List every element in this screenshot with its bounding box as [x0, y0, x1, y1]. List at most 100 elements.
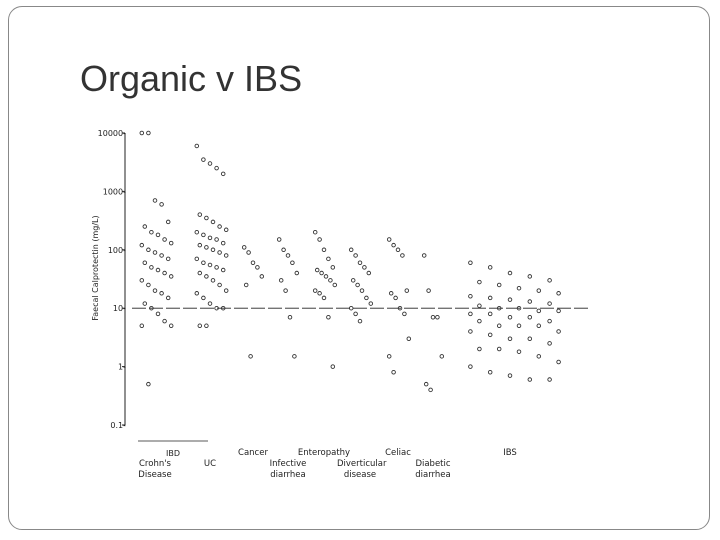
data-point — [204, 274, 209, 279]
data-point — [477, 346, 482, 352]
data-point — [220, 305, 226, 311]
data-point — [468, 260, 473, 266]
data-point — [162, 237, 167, 242]
data-point — [312, 288, 318, 293]
data-point — [430, 314, 436, 320]
data-point — [159, 202, 164, 207]
data-point — [276, 237, 282, 242]
data-point — [328, 278, 333, 283]
data-point — [496, 323, 502, 329]
data-point — [314, 267, 320, 273]
data-point — [194, 229, 200, 235]
data-point — [321, 247, 327, 253]
data-point — [547, 278, 552, 283]
data-point — [368, 301, 374, 306]
data-point — [168, 323, 174, 329]
data-point — [210, 278, 216, 283]
data-point — [357, 318, 363, 324]
data-point — [406, 336, 412, 341]
data-point — [477, 303, 482, 309]
y-tick-label: 1000- — [103, 187, 126, 196]
data-point — [146, 381, 151, 387]
slide-frame — [8, 6, 710, 530]
data-point — [207, 235, 213, 241]
data-point — [204, 215, 209, 221]
data-point — [165, 219, 171, 225]
data-point — [317, 237, 322, 242]
category-label: Enteropathy — [297, 448, 351, 458]
data-point — [287, 314, 293, 320]
data-point — [355, 282, 360, 288]
data-point — [214, 305, 219, 311]
data-point — [139, 242, 145, 248]
data-point — [496, 305, 502, 311]
data-point — [259, 274, 265, 279]
data-point — [294, 270, 300, 276]
data-point — [210, 219, 216, 225]
data-point — [139, 278, 145, 283]
data-point — [197, 270, 203, 276]
data-point — [496, 282, 502, 288]
data-point — [507, 336, 513, 341]
data-point — [348, 305, 354, 311]
data-point — [507, 373, 513, 378]
data-point — [317, 291, 322, 296]
data-point — [312, 229, 318, 235]
data-point — [155, 267, 161, 273]
data-point — [321, 295, 327, 301]
data-point — [439, 354, 445, 359]
data-point — [168, 274, 174, 279]
data-point — [139, 323, 145, 329]
data-point — [496, 346, 502, 352]
data-point — [487, 311, 493, 317]
data-point — [204, 245, 209, 250]
data-point — [507, 297, 513, 302]
data-point — [152, 250, 158, 255]
data-point — [388, 291, 394, 296]
data-point — [241, 245, 247, 250]
data-point — [159, 291, 164, 296]
data-point — [165, 295, 171, 301]
y-axis-label: Faecal Calprotectin (mg/L) — [91, 215, 100, 320]
data-point — [223, 288, 229, 293]
data-point — [402, 311, 407, 317]
category-label: Diverticular disease — [337, 459, 387, 480]
data-point — [516, 305, 522, 311]
data-point — [536, 323, 542, 329]
data-point — [146, 247, 151, 253]
data-point — [332, 282, 338, 288]
data-point — [220, 171, 226, 177]
data-point — [477, 279, 482, 285]
data-point — [556, 329, 561, 334]
data-point — [359, 288, 365, 293]
data-point — [223, 253, 229, 258]
data-point — [223, 227, 229, 233]
data-point — [217, 282, 222, 288]
data-point — [556, 359, 561, 365]
data-point — [139, 130, 145, 136]
data-point — [391, 242, 396, 248]
data-point — [468, 329, 473, 334]
data-point — [364, 295, 369, 301]
data-point — [516, 285, 522, 291]
data-point — [146, 130, 151, 136]
data-point — [207, 161, 213, 166]
data-point — [162, 318, 167, 324]
data-point — [547, 301, 552, 306]
category-label: Celiac — [385, 448, 411, 458]
data-point — [426, 288, 431, 293]
data-point — [547, 377, 552, 382]
data-point — [507, 314, 513, 320]
category-label: Cancer — [238, 448, 268, 458]
data-point — [357, 260, 363, 266]
data-point — [207, 262, 213, 268]
data-point — [395, 247, 401, 253]
data-point — [214, 165, 219, 171]
data-point — [201, 260, 206, 266]
data-point — [391, 370, 396, 375]
data-point — [281, 247, 286, 253]
data-point — [194, 256, 200, 262]
data-point — [214, 265, 219, 270]
data-point — [155, 311, 161, 317]
data-point — [507, 270, 513, 276]
